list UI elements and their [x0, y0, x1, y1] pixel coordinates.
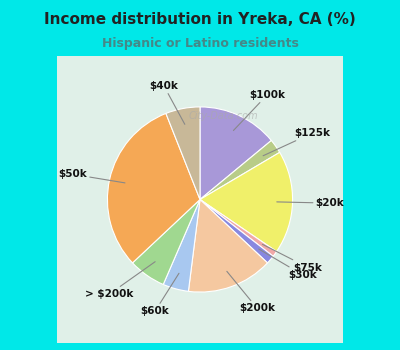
Text: City-Data.com: City-Data.com [188, 111, 258, 121]
Text: $75k: $75k [262, 244, 322, 273]
Text: $40k: $40k [150, 81, 185, 124]
Wedge shape [200, 199, 276, 256]
Wedge shape [200, 199, 273, 263]
Wedge shape [108, 113, 200, 263]
Text: $20k: $20k [277, 198, 344, 208]
Text: $30k: $30k [259, 249, 317, 280]
Text: $60k: $60k [141, 273, 179, 316]
Wedge shape [163, 199, 200, 291]
Text: > $200k: > $200k [85, 262, 155, 299]
Wedge shape [200, 107, 271, 200]
Text: $100k: $100k [234, 90, 285, 131]
Wedge shape [188, 199, 268, 292]
Text: $200k: $200k [227, 271, 275, 313]
Text: $125k: $125k [263, 128, 331, 156]
Text: Hispanic or Latino residents: Hispanic or Latino residents [102, 37, 298, 50]
FancyBboxPatch shape [51, 50, 349, 349]
Wedge shape [132, 199, 200, 285]
Wedge shape [166, 107, 200, 200]
Wedge shape [200, 140, 280, 199]
Wedge shape [200, 152, 292, 252]
Text: Income distribution in Yreka, CA (%): Income distribution in Yreka, CA (%) [44, 12, 356, 27]
Text: $50k: $50k [58, 169, 125, 183]
